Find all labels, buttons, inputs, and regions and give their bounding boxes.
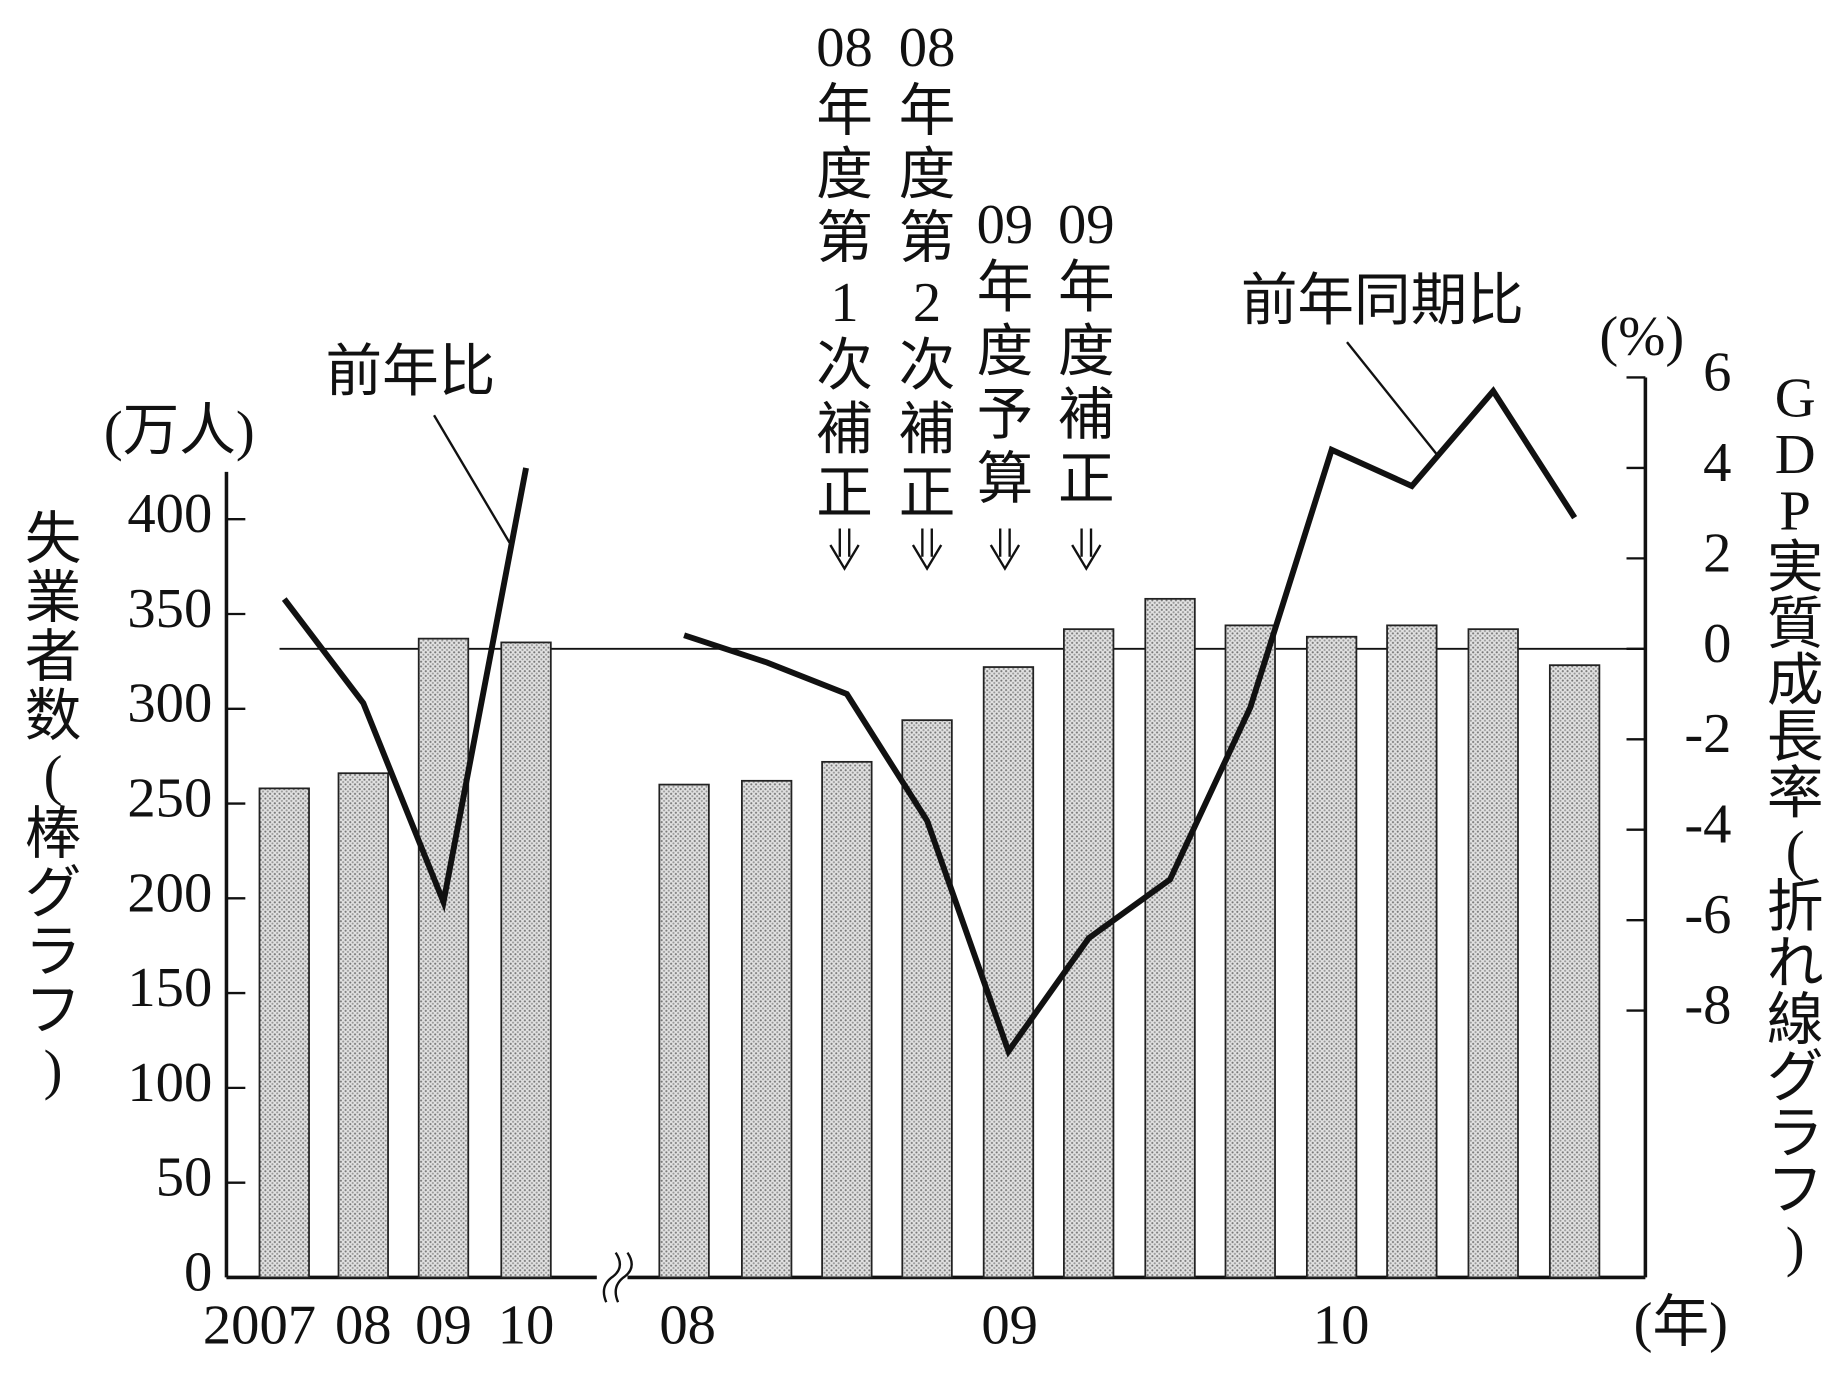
bar [821, 760, 873, 1279]
bar [337, 772, 389, 1279]
bar [741, 779, 793, 1279]
bar [1386, 624, 1438, 1279]
bar [1224, 624, 1276, 1279]
y-tick-label: 350 [127, 578, 212, 640]
y2-tick-label: 0 [1703, 613, 1731, 675]
x-tick-label: 08 [335, 1294, 392, 1356]
bar [1548, 664, 1601, 1279]
y2-unit: (%) [1599, 306, 1684, 368]
bar [1467, 628, 1519, 1279]
y-axis-title: 失業者数(棒グラフ) [25, 509, 82, 1102]
annotation: 08 年度第 1 次補正 [816, 17, 873, 525]
annotation-arrow [1071, 528, 1102, 571]
line-series [281, 467, 529, 913]
axis-break [602, 1252, 633, 1303]
axis-break-gap [596, 1259, 628, 1300]
series-label: 前年同期比 [1241, 271, 1524, 333]
y2-tick-label: -8 [1684, 975, 1731, 1037]
bar [901, 719, 953, 1279]
y-tick-label: 100 [127, 1052, 212, 1114]
bar [658, 783, 710, 1279]
bar [1063, 628, 1115, 1279]
x-unit: (年) [1634, 1292, 1728, 1354]
y-tick-label: 200 [127, 862, 212, 924]
annotation-arrow [911, 528, 943, 571]
y2-tick-label: 4 [1703, 432, 1731, 494]
y2-tick-label: 2 [1703, 522, 1731, 584]
bar [258, 787, 310, 1279]
y2-tick-label: -2 [1684, 703, 1731, 765]
bar [1305, 635, 1358, 1279]
x-tick-label: 09 [415, 1294, 472, 1356]
x-tick-label: 08 [659, 1294, 716, 1356]
annotation: 09 年度予算 [977, 194, 1034, 511]
leader-line [433, 414, 511, 544]
y-tick-label: 150 [127, 957, 212, 1019]
y-unit: (万人) [104, 400, 255, 462]
bar [417, 637, 470, 1279]
y2-tick-label: -4 [1684, 794, 1731, 856]
bar [1144, 597, 1196, 1279]
series-label: 前年比 [326, 341, 496, 403]
x-tick-label: 10 [498, 1294, 555, 1356]
x-tick-label: 10 [1313, 1294, 1370, 1356]
y2-axis-title: G D P 実質成長率(折れ線グラフ) [1767, 367, 1824, 1278]
y2-tick-label: 6 [1703, 341, 1731, 403]
x-tick-label: 09 [981, 1294, 1038, 1356]
annotation-arrow [989, 528, 1021, 571]
y-tick-label: 400 [127, 483, 212, 545]
y-tick-label: 0 [184, 1241, 212, 1303]
line-series [683, 386, 1578, 1058]
bar [500, 641, 552, 1279]
y2-tick-label: -6 [1684, 884, 1731, 946]
annotation: 08 年度第 2 次補正 [899, 17, 956, 525]
annotation: 09 年度補正 [1058, 194, 1115, 511]
y-tick-label: 50 [156, 1147, 213, 1209]
annotation-arrow [829, 528, 860, 571]
y-tick-label: 250 [127, 768, 212, 830]
bar [982, 666, 1035, 1279]
y-tick-label: 300 [127, 673, 212, 735]
x-tick-label: 2007 [203, 1294, 316, 1356]
leader-line [1346, 341, 1438, 455]
